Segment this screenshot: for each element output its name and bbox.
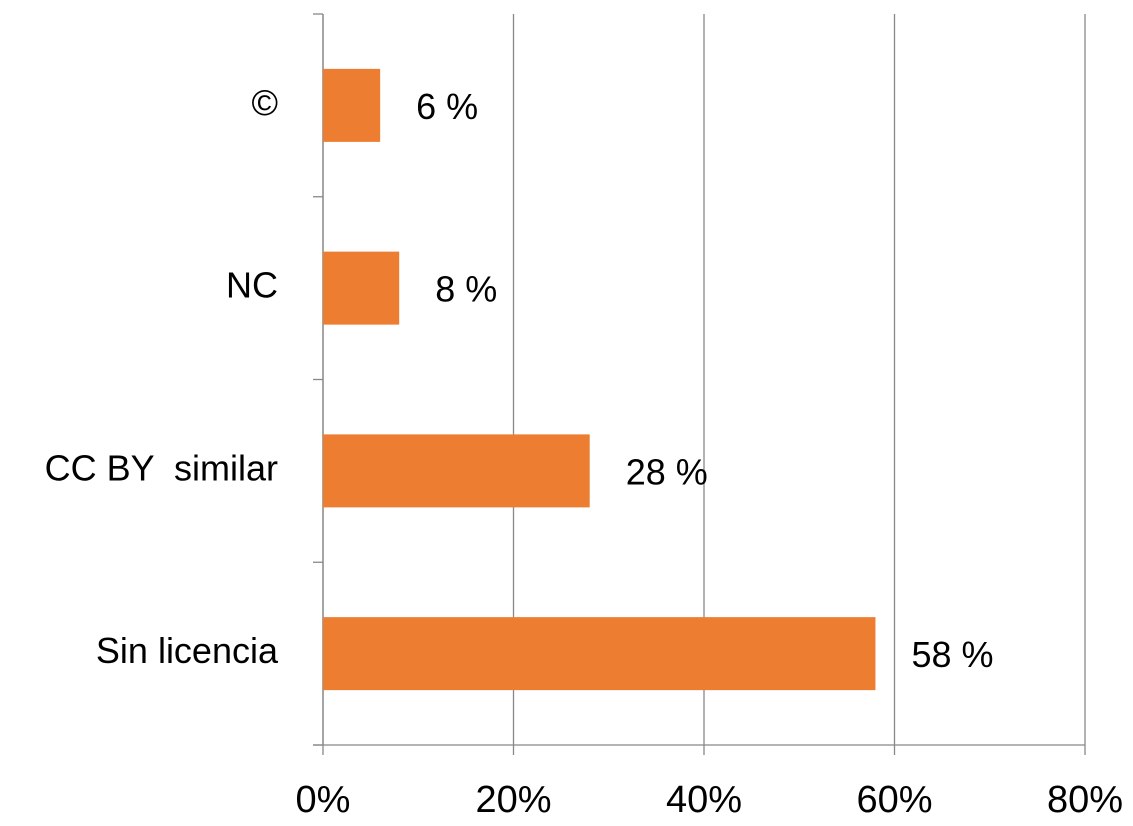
x-tick-label: 0% bbox=[296, 779, 351, 821]
bar bbox=[323, 68, 381, 142]
value-label: 58 % bbox=[911, 634, 993, 675]
bar bbox=[323, 617, 876, 691]
y-tick-label: NC bbox=[226, 265, 278, 306]
y-tick-label: CC BY similar bbox=[45, 447, 278, 488]
y-tick-label: © bbox=[251, 82, 278, 123]
x-tick-label: 40% bbox=[666, 779, 742, 821]
x-tick-label: 60% bbox=[856, 779, 932, 821]
bar bbox=[323, 434, 590, 508]
value-label: 28 % bbox=[626, 451, 708, 492]
x-tick-label: 80% bbox=[1047, 779, 1123, 821]
x-tick-label: 20% bbox=[475, 779, 551, 821]
value-label: 6 % bbox=[416, 86, 478, 127]
bar bbox=[323, 251, 400, 325]
value-label: 8 % bbox=[435, 269, 497, 310]
y-tick-label: Sin licencia bbox=[96, 630, 279, 671]
